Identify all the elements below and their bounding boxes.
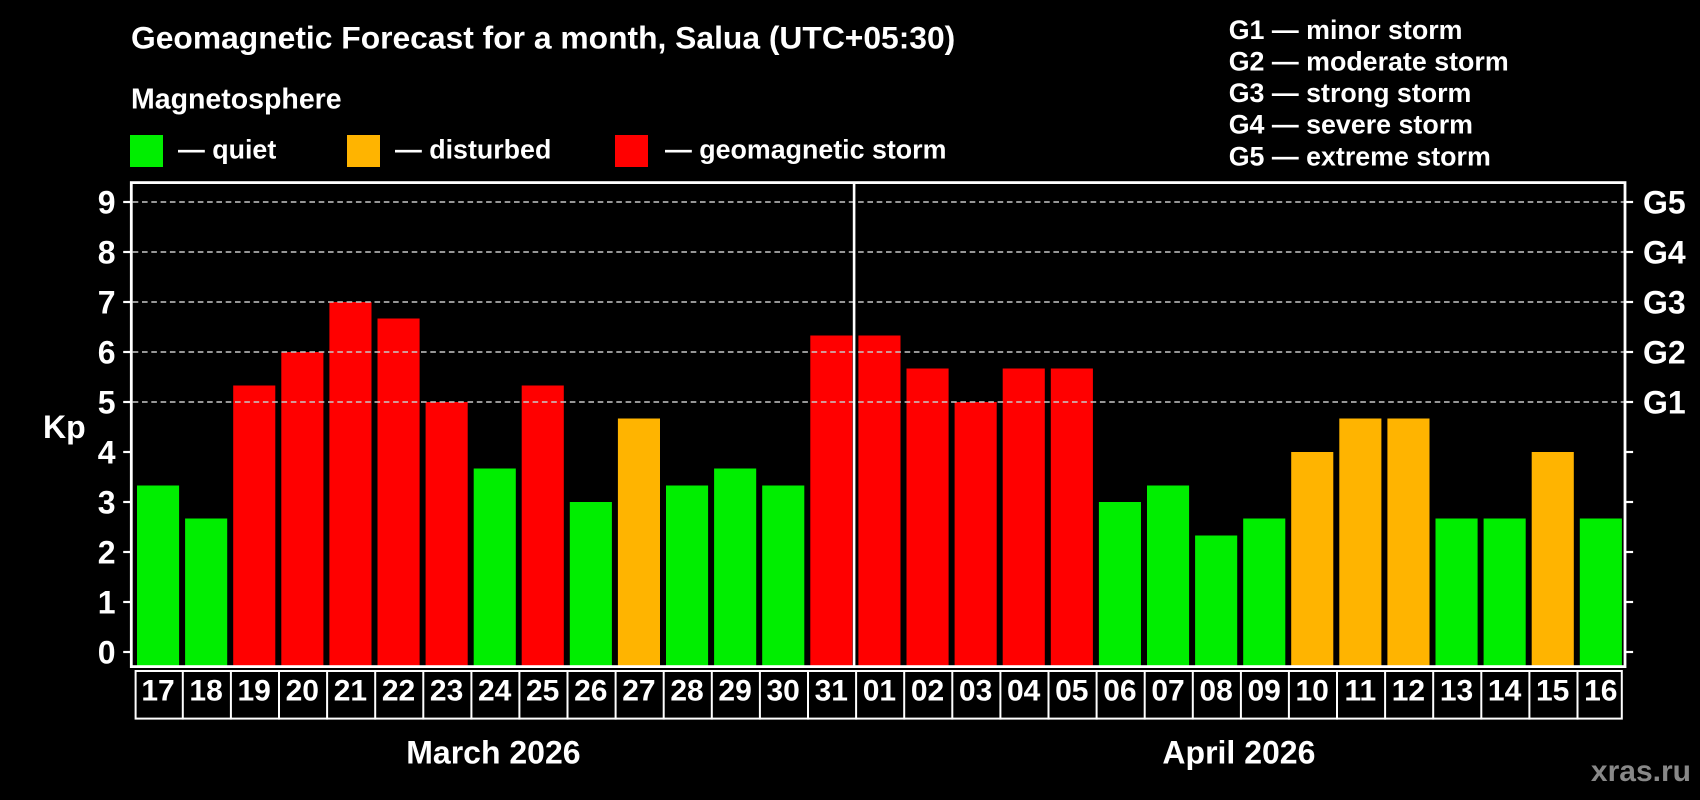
svg-text:15: 15 xyxy=(1536,675,1569,708)
svg-text:05: 05 xyxy=(1055,675,1088,708)
svg-text:G1 — minor storm: G1 — minor storm xyxy=(1229,15,1463,45)
svg-text:xras.ru: xras.ru xyxy=(1591,755,1691,788)
svg-text:09: 09 xyxy=(1248,675,1281,708)
svg-text:10: 10 xyxy=(1296,675,1329,708)
svg-text:16: 16 xyxy=(1584,675,1617,708)
svg-text:— geomagnetic storm: — geomagnetic storm xyxy=(665,135,946,165)
svg-text:G3: G3 xyxy=(1643,285,1686,321)
svg-text:30: 30 xyxy=(767,675,800,708)
svg-text:11: 11 xyxy=(1344,675,1376,708)
svg-text:— disturbed: — disturbed xyxy=(395,135,551,165)
svg-text:8: 8 xyxy=(98,235,116,271)
svg-text:G1: G1 xyxy=(1643,385,1686,421)
svg-text:3: 3 xyxy=(98,485,116,521)
svg-text:13: 13 xyxy=(1440,675,1473,708)
svg-text:27: 27 xyxy=(622,675,655,708)
svg-text:12: 12 xyxy=(1392,675,1425,708)
svg-text:G4: G4 xyxy=(1643,235,1686,271)
svg-text:5: 5 xyxy=(98,385,116,421)
svg-text:Geomagnetic Forecast for a mon: Geomagnetic Forecast for a month, Salua … xyxy=(131,20,955,56)
svg-text:April 2026: April 2026 xyxy=(1162,735,1315,771)
svg-text:24: 24 xyxy=(478,675,512,708)
svg-text:G2: G2 xyxy=(1643,335,1686,371)
svg-text:March 2026: March 2026 xyxy=(406,735,580,771)
svg-text:6: 6 xyxy=(98,335,116,371)
svg-text:19: 19 xyxy=(238,675,271,708)
svg-text:— quiet: — quiet xyxy=(178,135,276,165)
svg-text:G5: G5 xyxy=(1643,185,1686,221)
svg-text:28: 28 xyxy=(670,675,703,708)
svg-text:18: 18 xyxy=(189,675,222,708)
svg-text:14: 14 xyxy=(1488,675,1522,708)
svg-text:02: 02 xyxy=(911,675,944,708)
svg-text:G2 — moderate storm: G2 — moderate storm xyxy=(1229,47,1509,77)
svg-text:G3 — strong storm: G3 — strong storm xyxy=(1229,78,1472,108)
svg-text:9: 9 xyxy=(98,185,116,221)
svg-text:17: 17 xyxy=(141,675,174,708)
svg-text:08: 08 xyxy=(1199,675,1232,708)
svg-text:7: 7 xyxy=(98,285,116,321)
svg-text:01: 01 xyxy=(863,675,896,708)
svg-text:29: 29 xyxy=(718,675,751,708)
svg-text:1: 1 xyxy=(98,585,116,621)
svg-text:23: 23 xyxy=(430,675,463,708)
svg-text:G5 — extreme storm: G5 — extreme storm xyxy=(1229,141,1491,171)
svg-text:21: 21 xyxy=(334,675,367,708)
svg-text:06: 06 xyxy=(1103,675,1136,708)
svg-text:03: 03 xyxy=(959,675,992,708)
svg-text:G4 — severe storm: G4 — severe storm xyxy=(1229,110,1473,140)
svg-text:26: 26 xyxy=(574,675,607,708)
svg-text:25: 25 xyxy=(526,675,559,708)
svg-text:04: 04 xyxy=(1007,675,1041,708)
svg-text:Kp: Kp xyxy=(43,409,86,445)
svg-text:20: 20 xyxy=(286,675,319,708)
svg-text:Magnetosphere: Magnetosphere xyxy=(131,83,342,115)
svg-text:22: 22 xyxy=(382,675,415,708)
svg-text:07: 07 xyxy=(1151,675,1184,708)
svg-text:2: 2 xyxy=(98,535,116,571)
svg-text:31: 31 xyxy=(815,675,848,708)
svg-text:0: 0 xyxy=(98,635,116,671)
svg-text:4: 4 xyxy=(98,435,116,471)
